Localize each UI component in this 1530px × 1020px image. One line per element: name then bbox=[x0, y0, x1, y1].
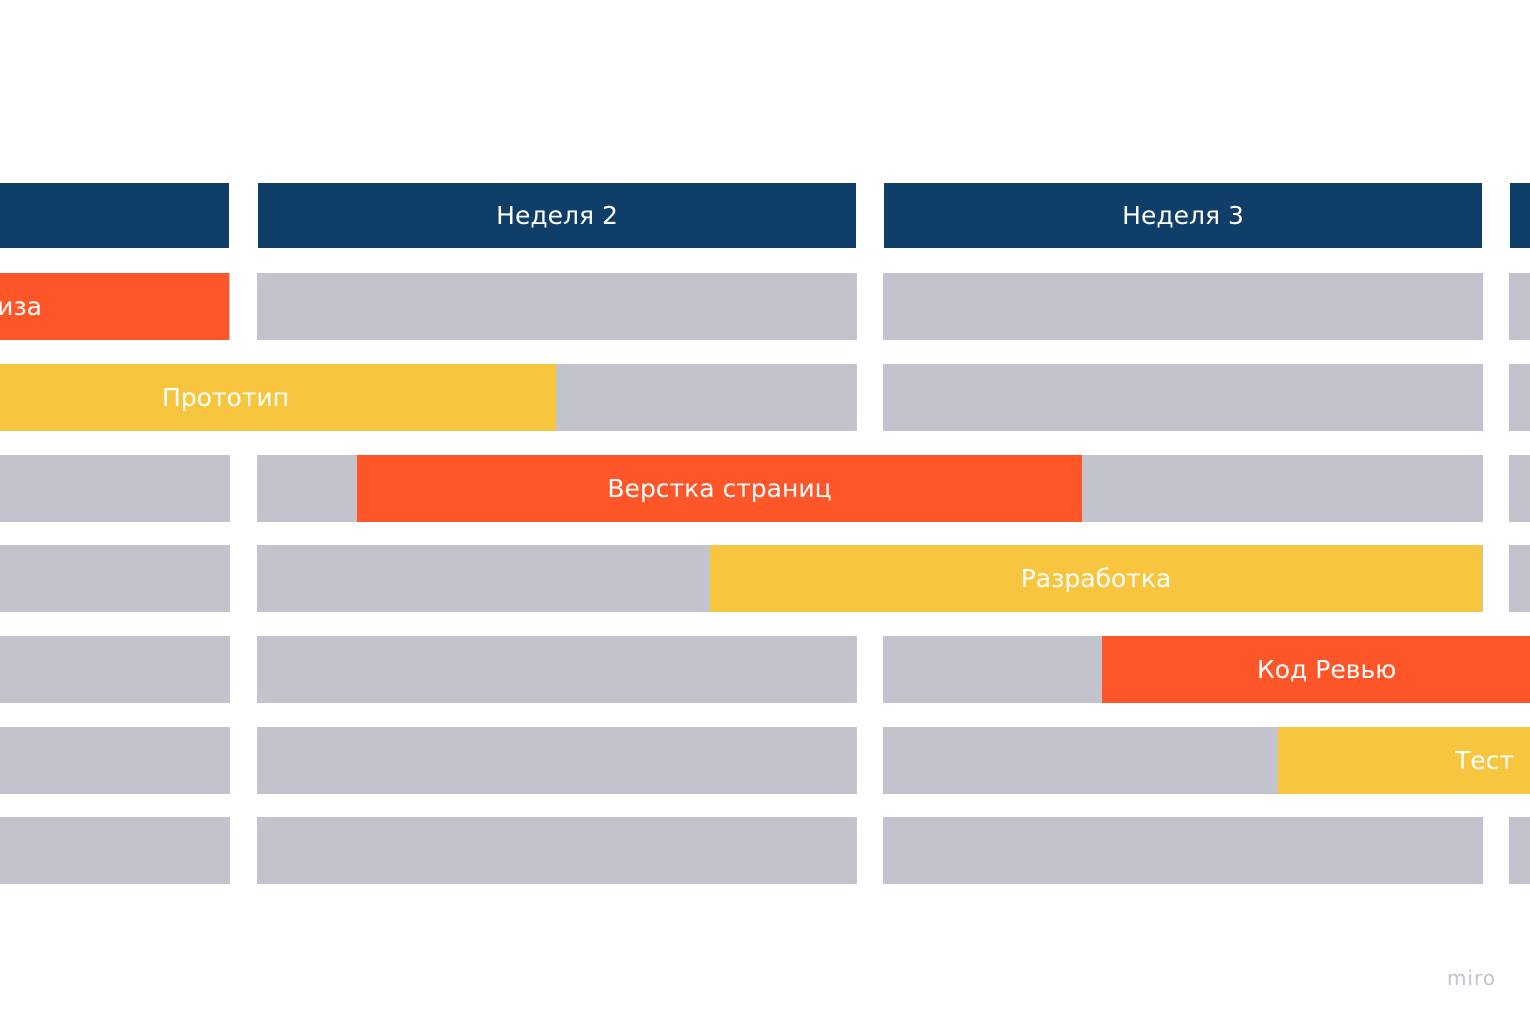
week-header-label: Неделя 3 bbox=[1122, 201, 1244, 230]
track-cell bbox=[1509, 545, 1530, 612]
track-cell bbox=[883, 273, 1483, 340]
track-cell bbox=[0, 727, 230, 794]
track-cell bbox=[1509, 273, 1530, 340]
track-cell bbox=[1509, 817, 1530, 884]
track-cell bbox=[257, 727, 857, 794]
task-bar-code-review[interactable]: Код Ревью bbox=[1102, 636, 1530, 703]
week-header-1 bbox=[0, 183, 229, 248]
task-label: Прототип bbox=[162, 383, 289, 412]
track-cell bbox=[0, 545, 230, 612]
track-cell bbox=[883, 817, 1483, 884]
week-header-2: Неделя 2 bbox=[258, 183, 856, 248]
track-cell bbox=[0, 455, 230, 522]
week-header-3: Неделя 3 bbox=[884, 183, 1482, 248]
task-bar-sketch[interactable]: киза bbox=[0, 273, 229, 340]
track-cell bbox=[257, 636, 857, 703]
task-bar-prototype[interactable]: Прототип bbox=[0, 364, 556, 431]
task-bar-development[interactable]: Разработка bbox=[710, 545, 1482, 612]
track-cell bbox=[883, 364, 1483, 431]
week-header-4 bbox=[1510, 183, 1530, 248]
track-cell bbox=[257, 817, 857, 884]
track-cell bbox=[1509, 364, 1530, 431]
track-cell bbox=[0, 636, 230, 703]
task-label: Код Ревью bbox=[1257, 655, 1397, 684]
task-label: киза bbox=[0, 292, 42, 321]
task-bar-layout[interactable]: Верстка страниц bbox=[357, 455, 1082, 522]
track-cell bbox=[257, 273, 857, 340]
track-cell bbox=[0, 817, 230, 884]
miro-watermark: miro bbox=[1446, 966, 1496, 990]
track-cell bbox=[1509, 455, 1530, 522]
task-label: Разработка bbox=[1020, 564, 1172, 593]
week-header-label: Неделя 2 bbox=[496, 201, 618, 230]
task-label: Верстка страниц bbox=[607, 474, 832, 503]
task-label: Тест bbox=[1455, 746, 1514, 775]
task-bar-test[interactable]: Тест bbox=[1278, 727, 1530, 794]
